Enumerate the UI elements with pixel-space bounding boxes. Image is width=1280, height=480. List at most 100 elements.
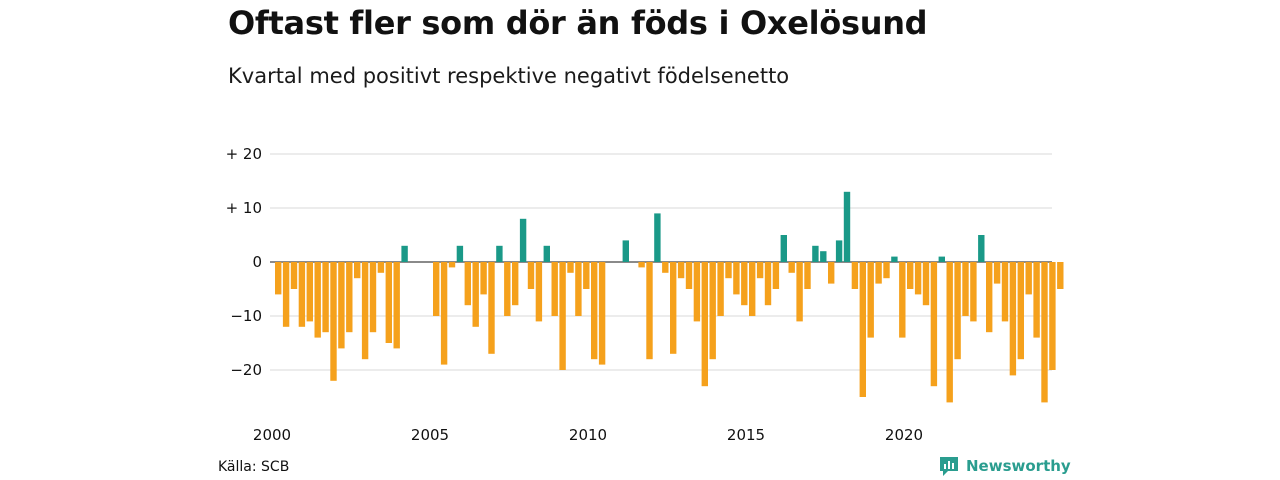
chart-title: Oftast fler som dör än föds i Oxelösund — [228, 4, 928, 42]
bar-positive — [820, 251, 827, 262]
bar-negative — [741, 262, 748, 306]
bar-negative — [551, 262, 558, 316]
bar-negative — [346, 262, 353, 333]
bar-negative — [828, 262, 835, 284]
bar-negative — [970, 262, 977, 322]
brand-name: Newsworthy — [966, 457, 1071, 475]
bar-positive — [891, 256, 898, 262]
bar-negative — [314, 262, 321, 338]
bar-negative — [701, 262, 708, 387]
bar-negative — [851, 262, 859, 289]
bar-negative — [914, 262, 922, 295]
bar-positive — [938, 256, 945, 262]
bar-positive — [843, 191, 851, 262]
bar-positive — [978, 235, 985, 262]
y-tick-label: + 20 — [226, 145, 262, 163]
bar-negative — [480, 262, 487, 295]
bar-negative — [670, 262, 677, 354]
bar-positive — [780, 235, 787, 262]
bar-negative — [986, 262, 993, 333]
brand-logo[interactable]: Newsworthy — [938, 455, 1071, 477]
bar-negative — [1025, 262, 1032, 295]
bar-positive — [812, 245, 819, 262]
bar-negative — [677, 262, 685, 279]
bar-negative — [764, 262, 772, 306]
bar-negative — [788, 262, 795, 273]
bar-negative — [591, 262, 598, 360]
bar-negative — [646, 262, 653, 360]
bar-positive — [622, 240, 629, 262]
bar-negative — [488, 262, 495, 354]
bar-negative — [385, 262, 392, 343]
bar-negative — [922, 262, 930, 306]
bar-negative — [575, 262, 582, 316]
source-note: Källa: SCB — [218, 459, 290, 475]
y-tick-label: −20 — [230, 361, 262, 379]
bar-positive — [835, 240, 843, 262]
bar-negative — [756, 262, 764, 279]
bar-negative — [354, 262, 361, 279]
bar-negative — [290, 262, 298, 289]
bar-negative — [1017, 262, 1024, 360]
bar-negative — [709, 262, 716, 360]
bar-negative — [369, 262, 377, 333]
bar-positive — [456, 245, 464, 262]
bars — [275, 191, 1064, 403]
x-tick-label: 2000 — [253, 426, 291, 444]
bar-negative — [330, 262, 337, 381]
bar-negative — [804, 262, 811, 289]
bar-negative — [875, 262, 882, 284]
bar-negative — [693, 262, 701, 322]
bar-negative — [298, 262, 306, 327]
bar-negative — [859, 262, 866, 397]
bar-negative — [749, 262, 756, 316]
bar-negative — [322, 262, 329, 333]
bar-negative — [867, 262, 874, 338]
bar-positive — [519, 218, 527, 262]
bar-negative — [567, 262, 574, 273]
bar-negative — [598, 262, 606, 365]
bar-negative — [504, 262, 511, 316]
bar-negative — [954, 262, 961, 360]
bar-negative — [1057, 262, 1064, 289]
bar-negative — [899, 262, 906, 338]
y-tick-label: −10 — [230, 307, 262, 325]
chart-subtitle: Kvartal med positivt respektive negativt… — [228, 64, 790, 88]
bar-negative — [907, 262, 914, 289]
bar-negative — [377, 262, 385, 273]
newsworthy-logo-icon — [940, 457, 958, 476]
bar-negative — [361, 262, 369, 360]
bar-negative — [464, 262, 471, 306]
bar-negative — [527, 262, 535, 289]
bar-negative — [1009, 262, 1017, 376]
bar-negative — [685, 262, 693, 289]
bar-negative — [338, 262, 345, 349]
bar-negative — [433, 262, 440, 316]
x-tick-label: 2020 — [885, 426, 923, 444]
bar-positive — [654, 213, 661, 262]
bar-negative — [796, 262, 803, 322]
bar-negative — [662, 262, 669, 273]
bar-negative — [1001, 262, 1009, 322]
x-tick-label: 2010 — [569, 426, 607, 444]
bar-positive — [496, 245, 503, 262]
bar-negative — [512, 262, 519, 306]
bar-negative — [1049, 262, 1056, 370]
bar-negative — [1033, 262, 1040, 338]
bar-positive — [401, 245, 408, 262]
bar-positive — [543, 245, 550, 262]
bar-negative — [559, 262, 566, 370]
bar-negative — [883, 262, 890, 279]
bar-negative — [440, 262, 448, 365]
bar-negative — [282, 262, 290, 327]
bar-negative — [946, 262, 953, 403]
bar-negative — [717, 262, 724, 316]
bar-negative — [962, 262, 969, 316]
bar-negative — [1041, 262, 1048, 403]
bar-negative — [725, 262, 732, 279]
bar-negative — [993, 262, 1001, 284]
y-axis-ticks: + 20 + 10 0 −10 −20 — [226, 145, 262, 379]
y-tick-label: + 10 — [226, 199, 262, 217]
x-tick-label: 2015 — [727, 426, 765, 444]
bar-negative — [930, 262, 938, 387]
